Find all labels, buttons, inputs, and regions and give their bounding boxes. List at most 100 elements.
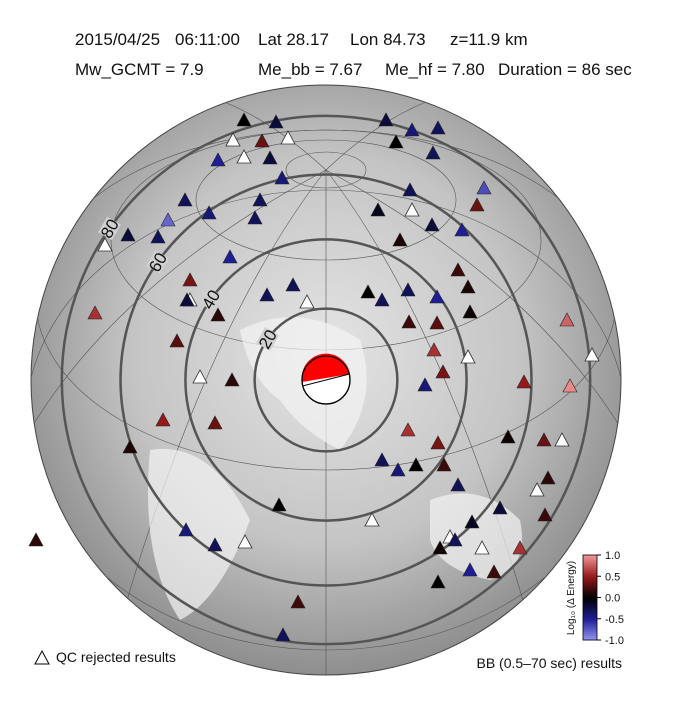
colorbar-segment xyxy=(583,555,597,558)
colorbar-segment xyxy=(583,601,597,605)
colorbar-tick-label: 1.0 xyxy=(605,550,620,562)
station xyxy=(262,150,278,165)
station xyxy=(436,457,452,472)
colorbar-segment xyxy=(583,578,597,581)
graticule xyxy=(31,89,621,675)
qc-rejected-station xyxy=(236,149,252,164)
station xyxy=(374,452,390,467)
header-item: Mw_GCMT = 7.9 xyxy=(75,60,204,79)
station xyxy=(122,439,138,454)
colorbar-segment xyxy=(583,589,597,592)
station xyxy=(259,287,275,302)
station xyxy=(500,429,516,444)
colorbar-segment xyxy=(583,620,597,624)
station xyxy=(210,307,226,322)
station xyxy=(540,470,556,485)
station xyxy=(417,377,433,392)
station xyxy=(464,514,480,529)
station xyxy=(559,312,575,327)
station xyxy=(201,205,217,220)
station xyxy=(462,304,478,319)
colorbar-segment xyxy=(583,563,597,567)
station xyxy=(401,314,417,329)
header-item: 2015/04/25 xyxy=(75,30,160,49)
station xyxy=(290,594,306,609)
colorbar-segment xyxy=(583,565,597,569)
header-item: Lat 28.17 xyxy=(258,30,329,49)
colorbar-segment xyxy=(583,576,597,579)
colorbar-tick-label: -0.5 xyxy=(605,614,624,626)
colorbar-segment xyxy=(583,567,597,571)
colorbar-segment xyxy=(583,584,597,588)
colorbar-tick-label: 0.0 xyxy=(605,593,620,605)
colorbar-segment xyxy=(583,593,597,596)
colorbar-segment xyxy=(583,557,597,560)
qc-rejected-station xyxy=(280,130,296,145)
header-line-1: 2015/04/25 06:11:00 Lat 28.17 Lon 84.73 z=11… xyxy=(75,30,528,49)
colorbar-segment xyxy=(583,625,597,628)
station xyxy=(435,364,451,379)
colorbar-segment xyxy=(583,623,597,626)
station xyxy=(160,212,176,227)
station xyxy=(430,435,446,450)
stations xyxy=(28,112,600,642)
station xyxy=(268,114,284,129)
station xyxy=(370,202,386,217)
ring-label-bg xyxy=(199,287,223,312)
colorbar-segment xyxy=(583,614,597,618)
station xyxy=(462,562,478,577)
station xyxy=(120,227,136,242)
colorbar-tick-label: -1.0 xyxy=(605,635,624,647)
colorbar-segment xyxy=(583,580,597,584)
station xyxy=(207,415,223,430)
station xyxy=(425,145,441,160)
colorbar-segment xyxy=(583,582,597,586)
station xyxy=(408,457,424,472)
colorbar-segment xyxy=(583,627,597,630)
colorbar-segment xyxy=(583,612,597,615)
qc-rejected-station xyxy=(474,540,490,555)
header-item: Duration = 86 sec xyxy=(498,60,632,79)
colorbar-segment xyxy=(583,595,597,598)
station xyxy=(404,122,420,137)
legend-qc: QC rejected results xyxy=(56,649,176,665)
colorbar-segment xyxy=(583,574,597,577)
beachball xyxy=(301,353,351,405)
qc-rejected-station xyxy=(460,349,476,364)
legend-results: BB (0.5–70 sec) results xyxy=(476,655,622,671)
station xyxy=(182,272,198,287)
colorbar-segment xyxy=(583,599,597,603)
distance-ring xyxy=(184,238,468,522)
qc-rejected-station xyxy=(225,132,241,147)
station xyxy=(236,112,252,127)
colorbar-segment xyxy=(583,610,597,613)
station xyxy=(392,232,408,247)
colorbar-segment xyxy=(583,633,597,637)
header-item: 06:11:00 xyxy=(175,30,240,49)
station xyxy=(432,540,448,555)
station xyxy=(450,477,466,492)
station xyxy=(150,229,166,244)
header-item: Me_bb = 7.67 xyxy=(258,60,362,79)
colorbar-segment xyxy=(583,586,597,590)
ring-label-bg xyxy=(98,216,122,241)
station xyxy=(562,378,578,393)
qc-rejected-station xyxy=(364,512,380,527)
station xyxy=(222,249,238,264)
colorbar-segment xyxy=(583,629,597,632)
station xyxy=(177,192,193,207)
station xyxy=(400,422,416,437)
station xyxy=(378,112,394,127)
station xyxy=(469,197,485,212)
ring-label-bg xyxy=(256,327,279,351)
station xyxy=(486,564,502,579)
qc-rejected-station xyxy=(237,534,253,549)
station xyxy=(430,120,446,135)
header-line-2: Mw_GCMT = 7.9 Me_bb = 7.67 Me_hf = 7.80 Dur… xyxy=(75,60,632,79)
station xyxy=(271,497,287,512)
qc-rejected-station xyxy=(529,482,545,497)
legend-triangle xyxy=(34,649,50,665)
colorbar: 1.0 0.5 0.0 -0.5 -1.0 Log₁₀ (Δ Energy) xyxy=(566,550,624,647)
